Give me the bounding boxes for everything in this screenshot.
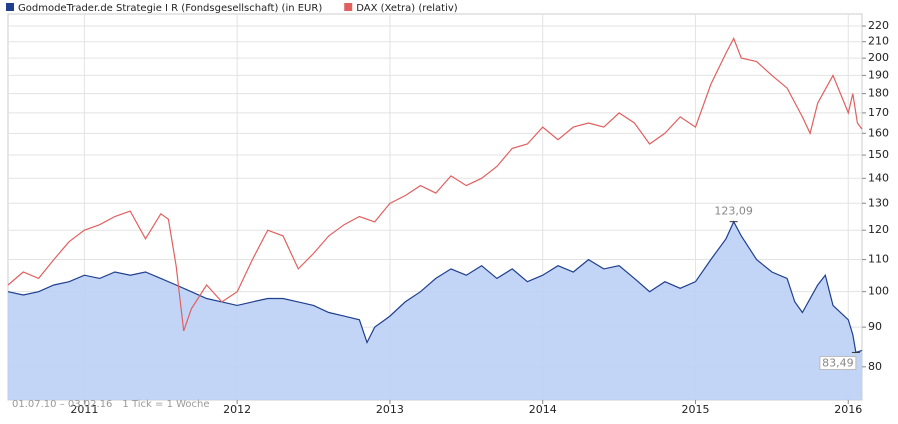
x-tick-label: 2014 [529, 403, 557, 416]
tick-note: 1 Tick = 1 Woche [122, 399, 209, 410]
x-tick-label: 2015 [681, 403, 709, 416]
y-tick-label: 220 [868, 19, 889, 32]
y-tick-label: 90 [868, 320, 882, 333]
annotation-label: 123,09 [714, 205, 753, 218]
y-tick-label: 150 [868, 148, 889, 161]
x-tick-label: 2012 [223, 403, 251, 416]
line [7, 220, 863, 354]
legend-label: DAX (Xetra) (relativ) [356, 3, 458, 14]
y-tick-label: 80 [868, 360, 882, 373]
y-tick-label: 130 [868, 196, 889, 209]
annotation-label: 83,49 [822, 356, 854, 369]
legend-label: GodmodeTrader.de Strategie I R (Fondsges… [18, 3, 322, 14]
legend-swatch [344, 3, 353, 11]
x-tick-label: 2016 [834, 403, 862, 416]
annotation-box [819, 355, 857, 370]
y-tick-label: 200 [868, 51, 889, 64]
x-tick-label: 2011 [70, 403, 98, 416]
y-tick-label: 110 [868, 253, 889, 266]
x-tick-label: 2013 [376, 403, 404, 416]
y-tick-label: 170 [868, 106, 889, 119]
line [7, 37, 863, 332]
area [8, 221, 862, 400]
y-tick-label: 140 [868, 171, 889, 184]
y-tick-label: 180 [868, 87, 889, 100]
y-tick-label: 100 [868, 285, 889, 298]
y-tick-label: 160 [868, 126, 889, 139]
y-tick-label: 120 [868, 223, 889, 236]
legend-swatch [6, 3, 14, 11]
y-tick-label: 210 [868, 35, 889, 48]
date-range: 01.07.10 – 03.02.16 [12, 399, 112, 410]
y-tick-label: 190 [868, 68, 889, 81]
